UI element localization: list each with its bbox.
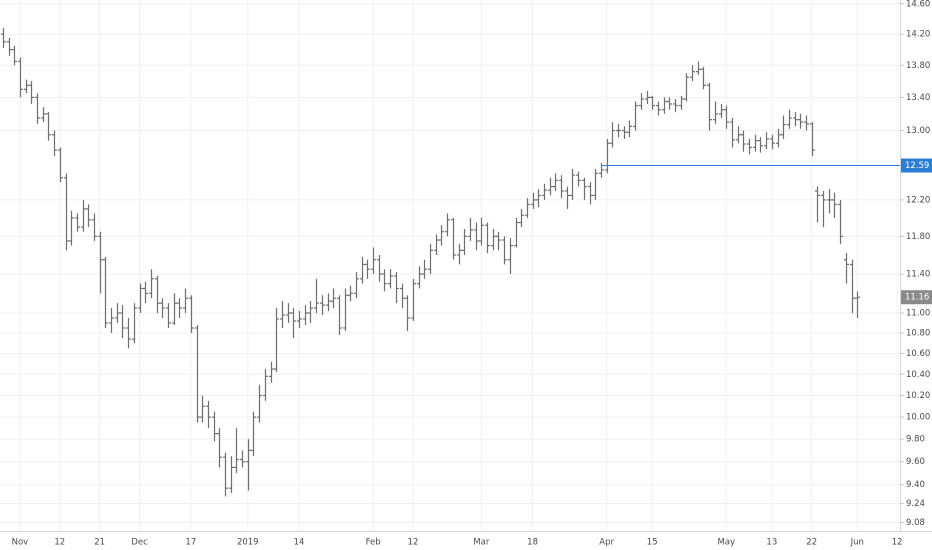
x-tick-label: 17 [185,538,196,548]
y-tick-label: 10.80 [906,329,930,339]
y-tick-label: 10.60 [906,349,930,359]
y-tick-label: 9.40 [906,480,925,490]
y-tick-label: 9.60 [906,457,925,467]
y-tick-label: 9.24 [906,499,925,509]
x-tick-label: 13 [766,538,777,548]
x-tick-label: 12 [54,538,65,548]
y-tick-label: 14.60 [906,0,930,9]
x-tick-label: Apr [599,538,614,548]
x-tick-label: 21 [94,538,105,548]
x-tick-label: Feb [366,538,381,548]
y-tick-label: 14.20 [906,30,930,40]
x-tick-label: Nov [12,538,29,548]
x-tick-label: Jun [850,538,864,548]
last-price-box [901,290,932,305]
y-tick-label: 13.80 [906,61,930,71]
y-tick-label: 11.80 [906,232,930,242]
y-tick-label: 11.00 [906,309,930,319]
y-tick-label: 10.20 [906,391,930,401]
y-tick-label: 13.40 [906,93,930,103]
x-tick-label: Dec [131,538,148,548]
last-price-label: 11.16 [905,293,929,303]
y-tick-label: 12.20 [906,195,930,205]
x-tick-label: 14 [294,538,305,548]
price-label: 12.59 [905,161,929,171]
x-tick-label: 12 [408,538,419,548]
x-tick-label: 22 [806,538,817,548]
y-tick-label: 11.40 [906,269,930,279]
y-tick-label: 9.08 [906,518,925,528]
y-tick-label: 9.80 [906,435,925,445]
y-tick-label: 10.40 [906,370,930,380]
y-tick-label: 10.00 [906,413,930,423]
x-tick-label: Mar [473,538,490,548]
price-label-box [901,158,932,173]
x-tick-label: 2019 [237,538,259,548]
x-tick-label: 18 [527,538,538,548]
x-tick-label: 12 [892,538,903,548]
y-tick-label: 13.00 [906,126,930,136]
x-tick-label: 15 [647,538,658,548]
x-tick-label: May [717,538,735,548]
